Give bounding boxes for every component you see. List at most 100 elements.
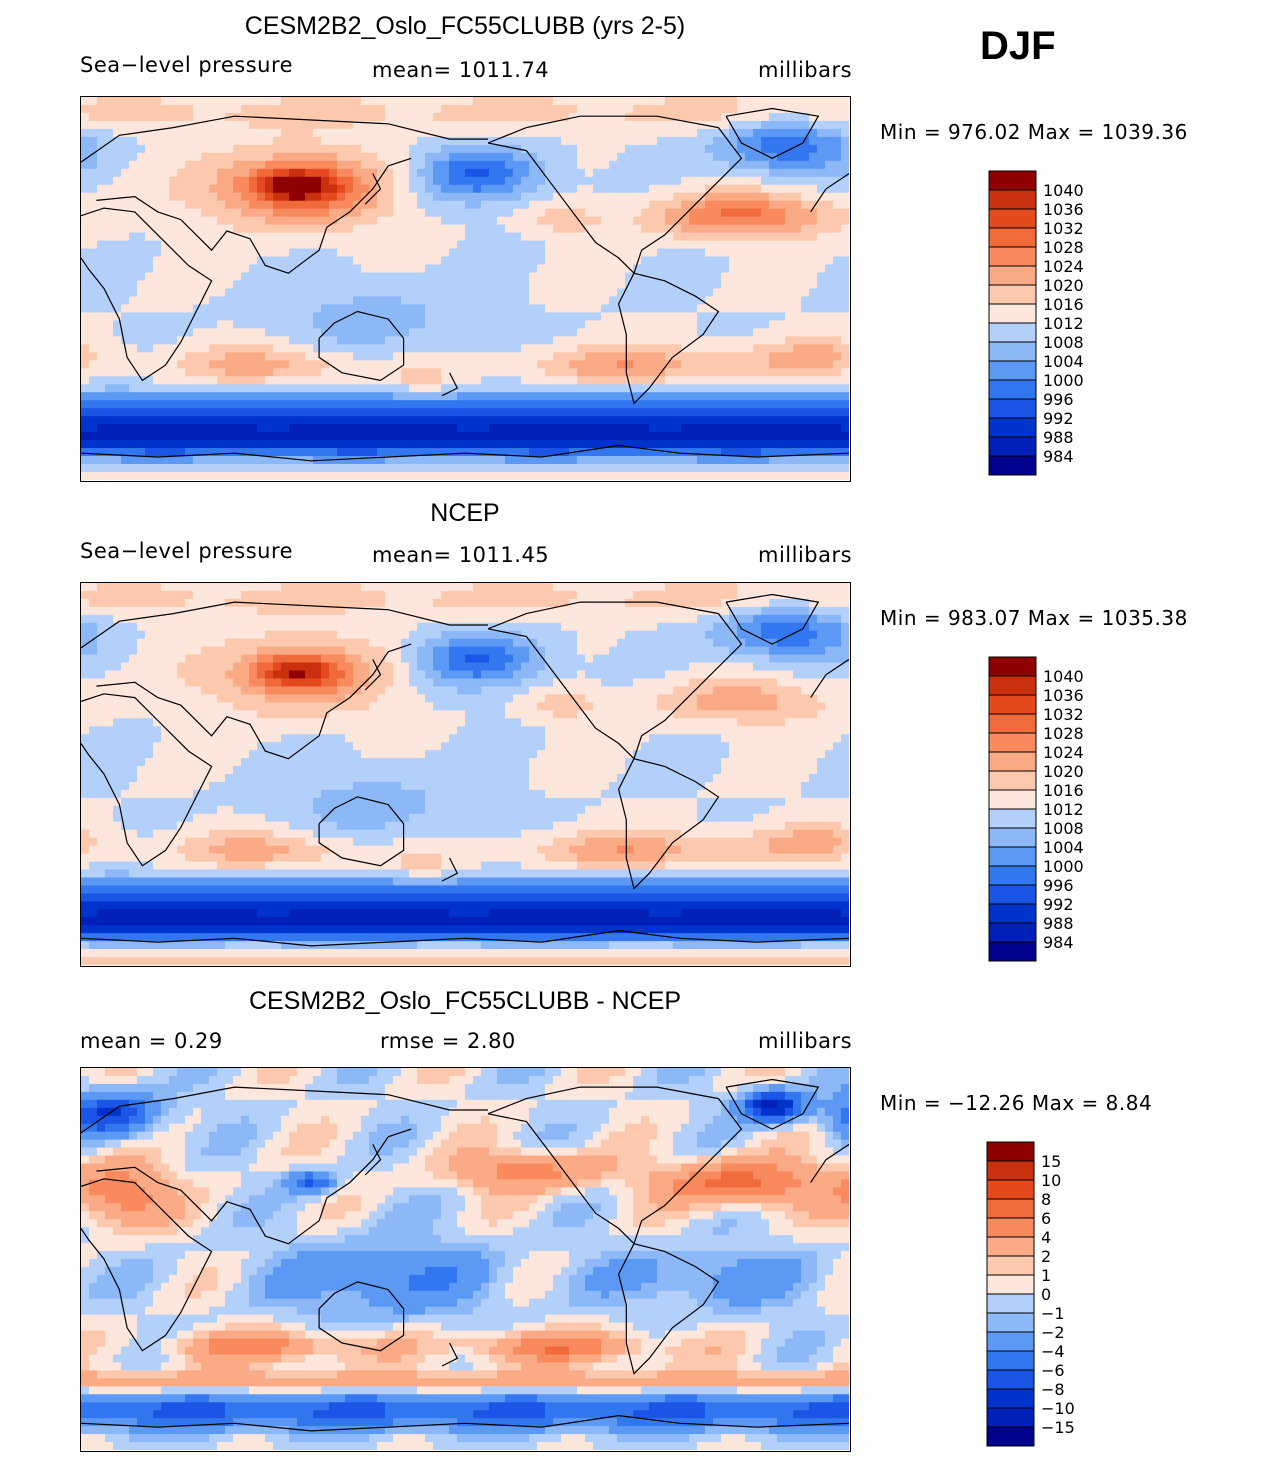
field-cell	[697, 336, 706, 345]
field-cell	[649, 304, 658, 314]
field-cell	[145, 224, 154, 234]
field-cell	[169, 472, 178, 480]
field-cell	[225, 104, 234, 114]
field-cell	[313, 606, 322, 616]
field-cell	[833, 472, 842, 480]
field-cell	[649, 112, 658, 122]
field-cell	[297, 97, 306, 106]
field-cell	[537, 352, 546, 361]
field-cell	[577, 256, 586, 266]
field-cell	[529, 360, 538, 369]
field-cell	[833, 448, 842, 457]
field-cell	[521, 232, 530, 242]
field-cell	[81, 598, 90, 608]
field-cell	[257, 360, 266, 369]
field-cell	[793, 97, 802, 106]
field-cell	[353, 440, 362, 449]
field-cell	[257, 320, 266, 329]
field-cell	[553, 464, 562, 473]
field-cell	[193, 464, 202, 473]
field-cell	[145, 184, 154, 194]
field-cell	[545, 344, 554, 353]
field-cell	[593, 376, 602, 385]
field-cell	[361, 328, 370, 337]
field-cell	[297, 256, 306, 266]
field-cell	[193, 456, 202, 465]
field-cell	[225, 232, 234, 242]
field-cell	[817, 424, 826, 433]
field-cell	[481, 352, 490, 361]
field-cell	[281, 424, 290, 433]
field-cell	[273, 136, 282, 146]
field-cell	[817, 112, 826, 122]
field-cell	[649, 280, 658, 290]
field-cell	[177, 384, 186, 393]
field-cell	[785, 152, 794, 162]
field-cell	[705, 416, 714, 425]
field-cell	[673, 360, 682, 369]
field-cell	[137, 280, 146, 290]
field-cell	[633, 192, 642, 202]
field-cell	[105, 304, 114, 314]
field-cell	[225, 328, 234, 337]
field-cell	[505, 583, 514, 592]
field-cell	[465, 336, 474, 345]
field-cell	[545, 352, 554, 361]
field-cell	[225, 472, 234, 480]
field-cell	[457, 256, 466, 266]
field-cell	[537, 152, 546, 162]
field-cell	[377, 104, 386, 114]
field-cell	[801, 224, 810, 234]
field-cell	[489, 248, 498, 258]
field-cell	[433, 256, 442, 266]
field-cell	[833, 216, 842, 226]
field-cell	[625, 328, 634, 337]
field-cell	[625, 160, 634, 170]
field-cell	[801, 248, 810, 258]
field-cell	[825, 400, 834, 409]
field-cell	[713, 296, 722, 306]
field-cell	[833, 312, 842, 322]
field-cell	[553, 456, 562, 465]
field-cell	[361, 104, 370, 114]
field-cell	[505, 448, 514, 457]
field-cell	[609, 240, 618, 250]
field-cell	[185, 440, 194, 449]
field-cell	[401, 408, 410, 417]
field-cell	[777, 432, 786, 441]
field-cell	[737, 432, 746, 441]
field-cell	[377, 232, 386, 242]
field-cell	[649, 136, 658, 146]
field-cell	[385, 368, 394, 377]
field-cell	[105, 583, 114, 592]
field-cell	[409, 384, 418, 393]
field-cell	[249, 296, 258, 306]
field-cell	[313, 272, 322, 282]
field-cell	[377, 304, 386, 314]
field-cell	[601, 408, 610, 417]
field-cell	[785, 97, 794, 106]
field-cell	[369, 112, 378, 122]
field-cell	[337, 232, 346, 242]
field-cell	[417, 440, 426, 449]
field-cell	[577, 232, 586, 242]
field-cell	[177, 97, 186, 106]
field-cell	[593, 400, 602, 409]
field-cell	[641, 583, 650, 592]
field-cell	[201, 368, 210, 377]
coastline	[725, 107, 820, 159]
field-cell	[217, 464, 226, 473]
field-cell	[345, 112, 354, 122]
field-cell	[753, 208, 762, 218]
field-cell	[513, 472, 522, 480]
field-cell	[449, 320, 458, 329]
field-cell	[193, 280, 202, 290]
field-cell	[241, 304, 250, 314]
field-cell	[529, 392, 538, 401]
field-cell	[745, 112, 754, 122]
field-cell	[569, 280, 578, 290]
field-cell	[377, 328, 386, 337]
field-cell	[305, 606, 314, 616]
field-cell	[801, 184, 810, 194]
field-cell	[225, 448, 234, 457]
